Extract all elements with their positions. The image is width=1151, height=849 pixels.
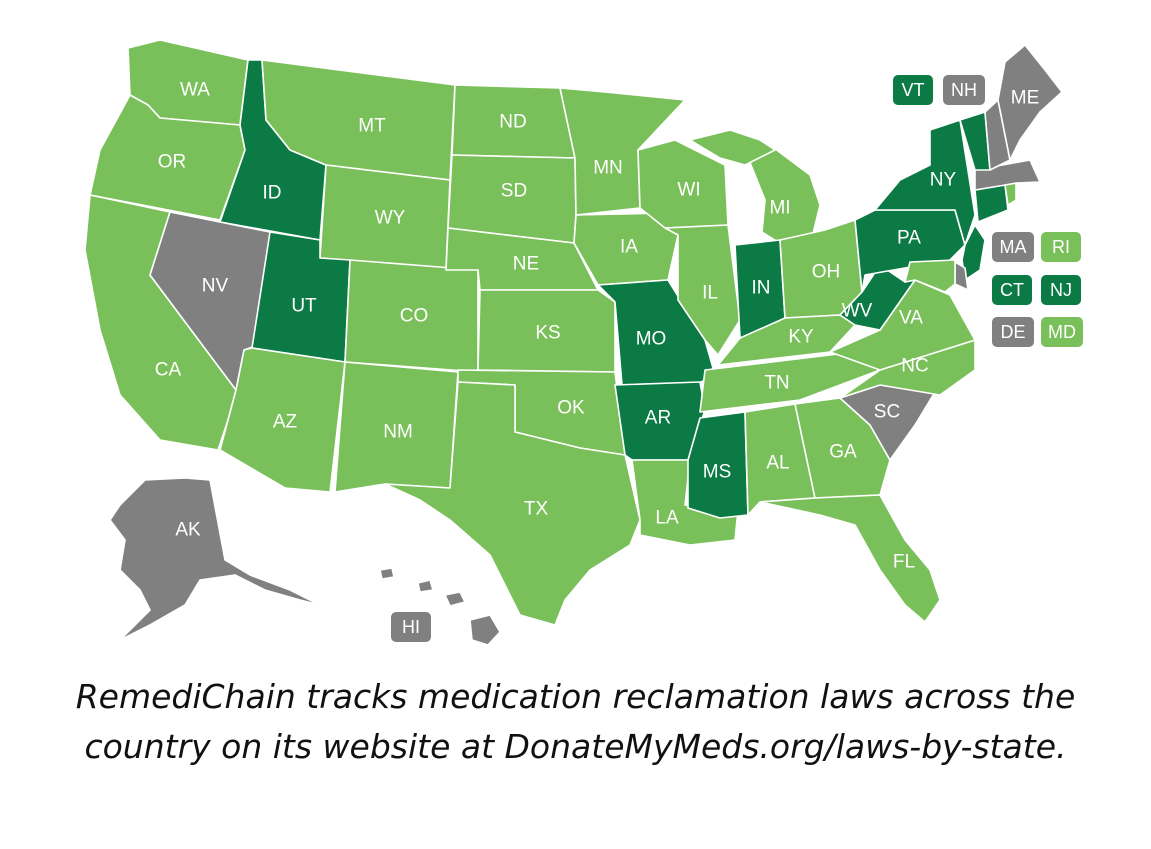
state-label-wy: WY [375,208,406,229]
state-mi-upper[interactable] [689,129,776,166]
state-label-ms: MS [703,462,732,483]
state-label-nv: NV [202,276,229,297]
state-label-il: IL [702,283,718,304]
state-az[interactable] [219,347,346,493]
state-il[interactable] [664,224,741,356]
state-hi-maui[interactable] [444,591,466,607]
state-label-va: VA [899,308,923,329]
state-ks[interactable] [477,289,616,373]
state-label-ks: KS [535,323,560,344]
state-label-nd: ND [499,112,526,133]
state-label-pa: PA [897,228,921,249]
state-label-ny: NY [930,170,957,191]
state-label-tn: TN [764,373,789,394]
chip-ri[interactable]: RI [1041,232,1081,262]
state-label-mt: MT [358,116,386,137]
chip-label-nj: NJ [1050,280,1072,300]
state-label-co: CO [400,306,429,327]
state-label-al: AL [766,453,789,474]
state-hi-oahu[interactable] [417,579,434,593]
state-label-sd: SD [501,181,527,202]
state-label-nm: NM [383,422,413,443]
state-hi-big-island[interactable] [469,614,501,646]
chip-label-vt: VT [901,80,924,100]
state-label-ak: AK [175,520,201,541]
state-label-me: ME [1011,88,1040,109]
chip-nh[interactable]: NH [943,75,985,105]
state-label-sc: SC [874,402,900,423]
state-label-oh: OH [812,262,841,283]
state-label-ca: CA [155,360,182,381]
state-label-ut: UT [291,296,317,317]
state-label-ok: OK [557,398,585,419]
state-label-in: IN [752,278,771,299]
state-label-id: ID [263,183,282,204]
state-ct[interactable] [974,184,1009,223]
state-wv[interactable] [839,264,916,331]
state-label-wi: WI [677,180,700,201]
state-ak[interactable] [109,477,321,641]
map-caption: RemediChain tracks medication reclamatio… [75,677,1076,766]
state-fl[interactable] [759,494,941,623]
chip-hi[interactable]: HI [391,612,431,642]
chip-ct[interactable]: CT [992,275,1032,305]
chip-label-nh: NH [951,80,977,100]
state-label-ia: IA [620,237,638,258]
state-label-fl: FL [893,552,915,573]
chip-label-ct: CT [1000,280,1024,300]
state-label-az: AZ [273,412,298,433]
chip-label-md: MD [1048,322,1076,342]
chip-vt[interactable]: VT [893,75,933,105]
chip-md[interactable]: MD [1041,317,1083,347]
state-label-or: OR [158,152,187,173]
state-label-wa: WA [180,80,210,101]
chip-label-ri: RI [1052,237,1070,257]
chip-nj[interactable]: NJ [1041,275,1081,305]
state-label-mi: MI [769,198,790,219]
chip-label-ma: MA [1000,237,1027,257]
state-md[interactable] [904,259,956,293]
chip-label-hi: HI [402,617,420,637]
state-me[interactable] [997,44,1063,161]
state-label-wv: WV [842,301,873,322]
state-tx[interactable] [384,381,641,626]
state-label-ga: GA [829,442,857,463]
state-mi[interactable] [744,144,821,243]
state-hi-kauai[interactable] [379,567,395,580]
state-label-mn: MN [593,158,623,179]
state-label-la: LA [655,508,679,529]
state-label-ne: NE [513,254,539,275]
chip-ma[interactable]: MA [992,232,1034,262]
state-label-tx: TX [524,499,549,520]
state-nj[interactable] [961,224,986,281]
us-map: WA OR CA ID NV MT WY UT AZ CO NM ND SD N… [84,39,1083,646]
chip-de[interactable]: DE [992,317,1034,347]
state-label-ar: AR [645,408,671,429]
state-label-ky: KY [788,327,814,348]
chip-label-de: DE [1000,322,1025,342]
state-label-nc: NC [901,356,928,377]
state-label-mo: MO [636,329,667,350]
